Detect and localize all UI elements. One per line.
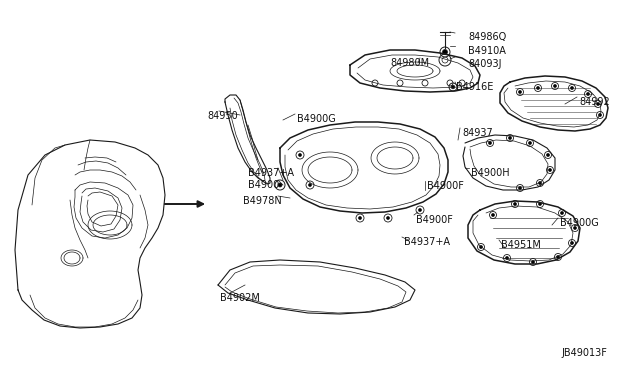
Circle shape [529, 141, 531, 144]
Circle shape [548, 169, 552, 171]
Text: 84093J: 84093J [468, 59, 502, 69]
Circle shape [554, 84, 557, 87]
Text: B4900F: B4900F [416, 215, 453, 225]
Circle shape [358, 217, 362, 219]
Circle shape [442, 49, 447, 55]
Text: B4902M: B4902M [220, 293, 260, 303]
Circle shape [308, 183, 312, 186]
Circle shape [298, 154, 301, 157]
Circle shape [570, 241, 573, 244]
Text: 84992: 84992 [579, 97, 610, 107]
Circle shape [547, 154, 550, 157]
Text: 84937: 84937 [462, 128, 493, 138]
Circle shape [488, 141, 492, 144]
Text: B4900G: B4900G [560, 218, 599, 228]
Circle shape [479, 246, 483, 248]
Circle shape [561, 212, 563, 215]
Text: 84986Q: 84986Q [468, 32, 506, 42]
Text: B4900H: B4900H [471, 168, 509, 178]
Text: B4978N: B4978N [243, 196, 282, 206]
Circle shape [419, 208, 422, 212]
Text: B4951M: B4951M [501, 240, 541, 250]
Circle shape [451, 85, 455, 89]
Circle shape [387, 217, 390, 219]
Circle shape [538, 182, 541, 185]
Circle shape [596, 103, 600, 106]
Circle shape [531, 260, 534, 263]
Circle shape [492, 214, 495, 217]
Text: 84950: 84950 [207, 111, 237, 121]
Text: JB49013F: JB49013F [561, 348, 607, 358]
Text: 84980M: 84980M [390, 58, 429, 68]
Circle shape [557, 256, 559, 259]
Circle shape [506, 257, 509, 260]
Circle shape [518, 186, 522, 189]
Text: B4916E: B4916E [456, 82, 493, 92]
Circle shape [536, 87, 540, 90]
Text: B4937+A: B4937+A [248, 168, 294, 178]
Circle shape [278, 183, 282, 187]
Circle shape [509, 137, 511, 140]
Text: B4937+A: B4937+A [404, 237, 450, 247]
Circle shape [598, 113, 602, 116]
Circle shape [586, 93, 589, 96]
Circle shape [538, 202, 541, 205]
Text: B4900G: B4900G [297, 114, 336, 124]
Text: B4900: B4900 [248, 180, 279, 190]
Circle shape [573, 227, 577, 230]
Text: B4900F: B4900F [427, 181, 464, 191]
Circle shape [518, 90, 522, 93]
Circle shape [513, 202, 516, 205]
Text: B4910A: B4910A [468, 46, 506, 56]
Circle shape [570, 87, 573, 90]
